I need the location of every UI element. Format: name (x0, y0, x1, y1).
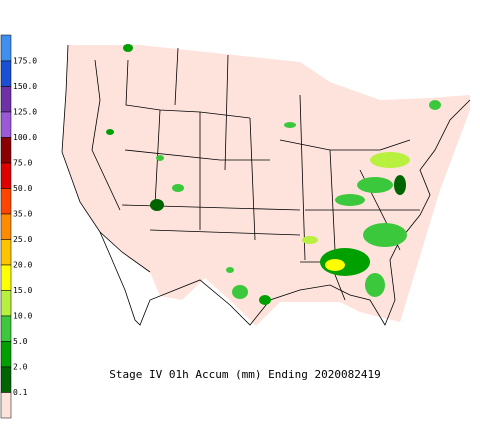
precip-cell (172, 184, 184, 192)
legend-swatch (0, 392, 12, 419)
legend-label: 125.0 (13, 108, 37, 117)
legend-label: 2.0 (13, 363, 28, 372)
legend-label: 0.1 (13, 388, 28, 397)
precip-cell (259, 295, 271, 305)
state-borders (61, 44, 420, 301)
legend-swatch (0, 239, 12, 266)
precip-cell (370, 152, 410, 168)
legend-label: 100.0 (13, 133, 37, 142)
legend-swatch (0, 34, 12, 62)
legend-swatch (0, 137, 12, 164)
precip-cell (365, 273, 385, 297)
precip-cell (394, 175, 406, 195)
legend-swatch (0, 264, 12, 291)
map (61, 44, 471, 326)
precip-cell (123, 44, 133, 52)
legend-swatch (0, 315, 12, 342)
precip-cell (156, 155, 164, 161)
legend-swatch (0, 341, 12, 368)
legend-swatch (0, 162, 12, 189)
legend-label: 50.0 (13, 184, 32, 193)
legend-label: 25.0 (13, 235, 32, 244)
precip-cell (302, 236, 318, 244)
legend-label: 20.0 (13, 261, 32, 270)
legend-label: 5.0 (13, 337, 28, 346)
precip-cell (284, 122, 296, 128)
precip-cell (357, 177, 393, 193)
precip-cell (106, 129, 114, 135)
map-caption: Stage IV 01h Accum (mm) Ending 202008241… (109, 368, 381, 381)
legend-swatch (0, 86, 12, 113)
precip-cell (335, 194, 365, 206)
coverage-area (62, 45, 470, 326)
precip-cell (232, 285, 248, 299)
legend-swatch (0, 111, 12, 138)
legend-label: 15.0 (13, 286, 32, 295)
legend-swatch (0, 213, 12, 240)
precip-cell (325, 259, 345, 271)
legend-label: 175.0 (13, 57, 37, 66)
legend-label: 150.0 (13, 82, 37, 91)
legend: 175.0 150.0 125.0 100.0 75.0 50.0 35.0 25.0 20.0… (0, 34, 37, 419)
legend-swatch (0, 60, 12, 87)
precip-cell (150, 199, 164, 211)
legend-swatch (0, 366, 12, 393)
legend-label: 10.0 (13, 312, 32, 321)
legend-label: 75.0 (13, 159, 32, 168)
legend-label: 35.0 (13, 210, 32, 219)
precip-cell (429, 100, 441, 110)
precip-cell (363, 223, 407, 247)
precip-cell (226, 267, 234, 273)
coastline (99, 99, 471, 326)
legend-swatch (0, 290, 12, 317)
precipitation-areas (106, 44, 441, 305)
legend-swatch (0, 188, 12, 215)
